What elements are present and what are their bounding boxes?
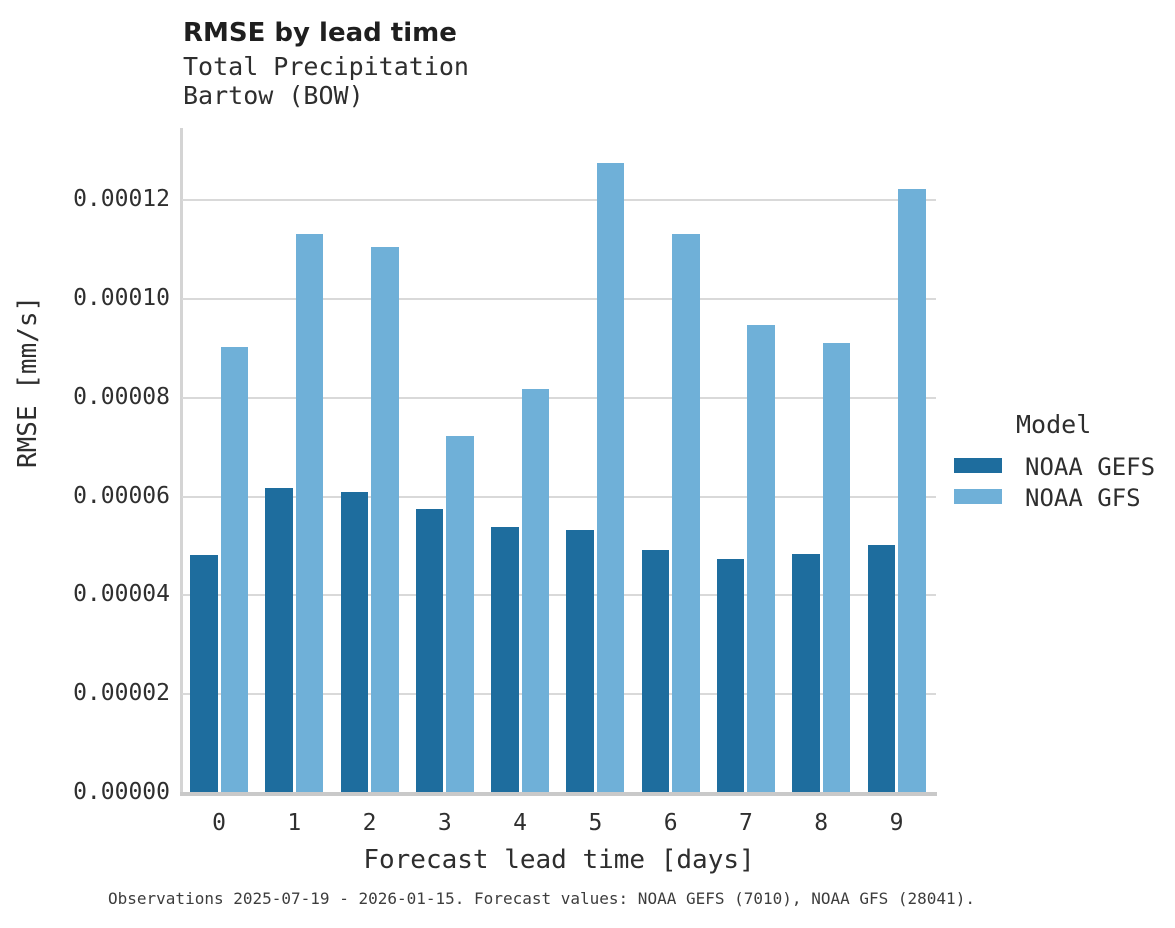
x-tick-label-2: 2 <box>362 810 377 836</box>
gridline-0.00008 <box>182 396 936 399</box>
bar-noaa-gfs-day-6[interactable] <box>672 233 700 793</box>
x-tick-label-1: 1 <box>287 810 302 836</box>
bar-noaa-gfs-day-4[interactable] <box>521 389 550 793</box>
x-tick-label-5: 5 <box>588 810 603 836</box>
gridline-0.00004 <box>182 594 936 597</box>
y-tick-label-0.00008: 0.00008 <box>73 383 170 410</box>
bar-noaa-gfs-day-3[interactable] <box>446 436 474 793</box>
bar-noaa-gefs-day-8[interactable] <box>792 553 820 793</box>
x-tick-label-0: 0 <box>212 810 226 836</box>
bar-noaa-gfs-day-9[interactable] <box>898 188 926 793</box>
y-tick-label-0.00004: 0.00004 <box>73 581 170 608</box>
caption-text: Observations 2025-07-19 - 2026-01-15. Fo… <box>108 889 975 908</box>
legend-label-noaa-gfs: NOAA GFS <box>1025 484 1141 512</box>
bar-noaa-gefs-day-9[interactable] <box>867 544 896 793</box>
y-tick-label-0.00000: 0.00000 <box>73 779 170 805</box>
gridline-0.00002 <box>182 693 936 696</box>
bar-noaa-gefs-day-4[interactable] <box>491 527 519 793</box>
x-tick-label-4: 4 <box>513 810 528 836</box>
chart-subtitle-variable: Total Precipitation <box>183 52 469 81</box>
legend-title: Model <box>1016 410 1092 439</box>
bar-noaa-gfs-day-2[interactable] <box>371 246 399 793</box>
legend-swatch-noaa-gefs <box>954 458 1002 473</box>
x-axis-title: Forecast lead time [days] <box>363 845 755 875</box>
legend-swatch-noaa-gfs <box>954 489 1002 504</box>
plot-area <box>182 128 936 793</box>
bar-noaa-gfs-day-8[interactable] <box>822 342 851 793</box>
bar-noaa-gfs-day-5[interactable] <box>596 162 625 793</box>
legend-item-noaa-gfs[interactable]: NOAA GFS <box>954 484 1175 512</box>
legend-item-noaa-gefs[interactable]: NOAA GEFS <box>954 453 1175 481</box>
y-tick-label-0.00006: 0.00006 <box>73 482 170 509</box>
bar-noaa-gefs-day-5[interactable] <box>566 529 594 793</box>
x-tick-label-3: 3 <box>437 810 452 836</box>
bar-noaa-gefs-day-0[interactable] <box>190 554 218 793</box>
x-tick-label-9: 9 <box>889 810 904 836</box>
gridline-0.00010 <box>182 298 936 301</box>
gridline-0.00012 <box>182 199 936 202</box>
bar-noaa-gefs-day-2[interactable] <box>340 491 369 793</box>
gridline-0.00006 <box>182 495 936 498</box>
x-tick-label-8: 8 <box>814 810 829 836</box>
chart-subtitle-location: Bartow (BOW) <box>183 81 364 110</box>
y-tick-label-0.00010: 0.00010 <box>73 285 170 312</box>
bar-noaa-gfs-day-1[interactable] <box>295 233 324 793</box>
legend-label-noaa-gefs: NOAA GEFS <box>1025 453 1156 481</box>
bar-noaa-gefs-day-6[interactable] <box>641 550 670 793</box>
y-tick-label-0.00002: 0.00002 <box>73 680 170 707</box>
y-axis-spine <box>180 128 183 796</box>
bar-noaa-gfs-day-7[interactable] <box>747 324 775 793</box>
chart-title: RMSE by lead time <box>183 18 457 48</box>
bar-noaa-gefs-day-3[interactable] <box>415 508 444 793</box>
y-axis-title: RMSE [mm/s] <box>13 295 43 468</box>
x-axis-line <box>180 792 937 796</box>
bar-noaa-gefs-day-7[interactable] <box>716 559 745 793</box>
x-tick-label-6: 6 <box>663 810 678 836</box>
bar-noaa-gfs-day-0[interactable] <box>220 347 248 793</box>
x-tick-label-7: 7 <box>739 810 753 836</box>
bar-noaa-gefs-day-1[interactable] <box>265 488 293 793</box>
y-tick-label-0.00012: 0.00012 <box>73 186 170 213</box>
